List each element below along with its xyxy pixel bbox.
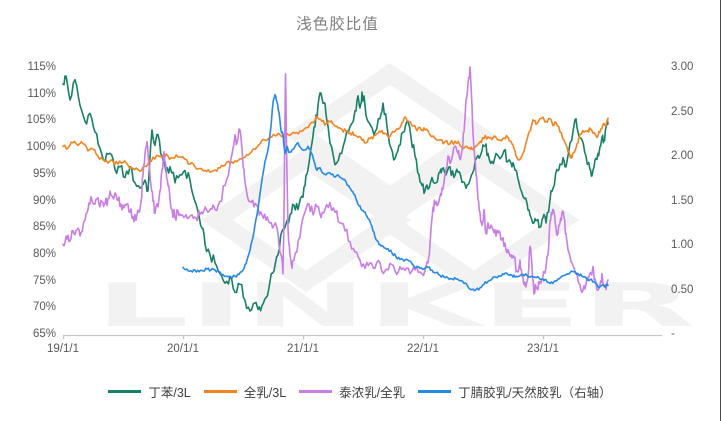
y-right-tick-label: 2.50 bbox=[671, 105, 694, 118]
y-left-tick-label: 70% bbox=[32, 301, 56, 314]
y-right-tick-label: - bbox=[671, 328, 675, 340]
y-right-tick-label: 1.00 bbox=[671, 239, 694, 251]
series-line-2 bbox=[62, 115, 609, 173]
legend-item: 丁腈胶乳/天然胶乳（右轴） bbox=[418, 382, 612, 401]
legend-swatch bbox=[203, 390, 237, 393]
series-line-3 bbox=[62, 66, 609, 295]
legend-label: 丁腈胶乳/天然胶乳（右轴） bbox=[458, 386, 612, 400]
y-left-tick-label: 85% bbox=[32, 221, 56, 234]
legend-item: 全乳/3L bbox=[203, 382, 287, 401]
series-line-4 bbox=[182, 93, 609, 292]
y-left-tick-label: 100% bbox=[26, 141, 56, 154]
legend-item: 泰浓乳/全乳 bbox=[299, 382, 405, 401]
x-tick-label: 22/1/1 bbox=[407, 343, 439, 355]
y-left-tick-label: 65% bbox=[32, 328, 56, 340]
y-left-tick-label: 110% bbox=[27, 87, 56, 100]
legend-label: 丁苯/3L bbox=[148, 386, 191, 400]
x-tick-label: 21/1/1 bbox=[287, 343, 319, 355]
y-left-tick-label: 105% bbox=[26, 114, 56, 127]
legend-label: 全乳/3L bbox=[243, 386, 287, 400]
y-left-tick-label: 95% bbox=[32, 167, 56, 180]
y-left-tick-label: 115% bbox=[27, 61, 56, 73]
x-tick-label: 20/1/1 bbox=[167, 343, 199, 355]
x-tick-label: 23/1/1 bbox=[527, 343, 559, 355]
y-right-tick-label: 3.00 bbox=[671, 61, 694, 73]
watermark-logo: LINKER bbox=[95, 63, 695, 341]
y-left-tick-label: 90% bbox=[32, 194, 56, 207]
x-tick-label: 19/1/1 bbox=[47, 343, 79, 355]
y-right-tick-label: 2.00 bbox=[671, 150, 694, 162]
y-left-tick-label: 75% bbox=[32, 274, 56, 287]
y-right-tick-label: 1.50 bbox=[671, 194, 694, 207]
legend-swatch bbox=[418, 390, 452, 393]
chart-title: 浅色胶比值 bbox=[296, 16, 379, 33]
legend-label: 泰浓乳/全乳 bbox=[339, 386, 406, 400]
y-right-tick-label: 0.50 bbox=[671, 283, 694, 296]
legend-swatch bbox=[108, 390, 142, 393]
legend-item: 丁苯/3L bbox=[108, 382, 191, 401]
watermark-text: LINKER bbox=[95, 271, 695, 341]
y-left-tick-label: 80% bbox=[32, 247, 56, 260]
series-line-1 bbox=[62, 75, 609, 312]
legend-swatch bbox=[299, 390, 333, 393]
legend: 丁苯/3L 全乳/3L 泰浓乳/全乳 丁腈胶乳/天然胶乳（右轴） bbox=[0, 382, 720, 401]
